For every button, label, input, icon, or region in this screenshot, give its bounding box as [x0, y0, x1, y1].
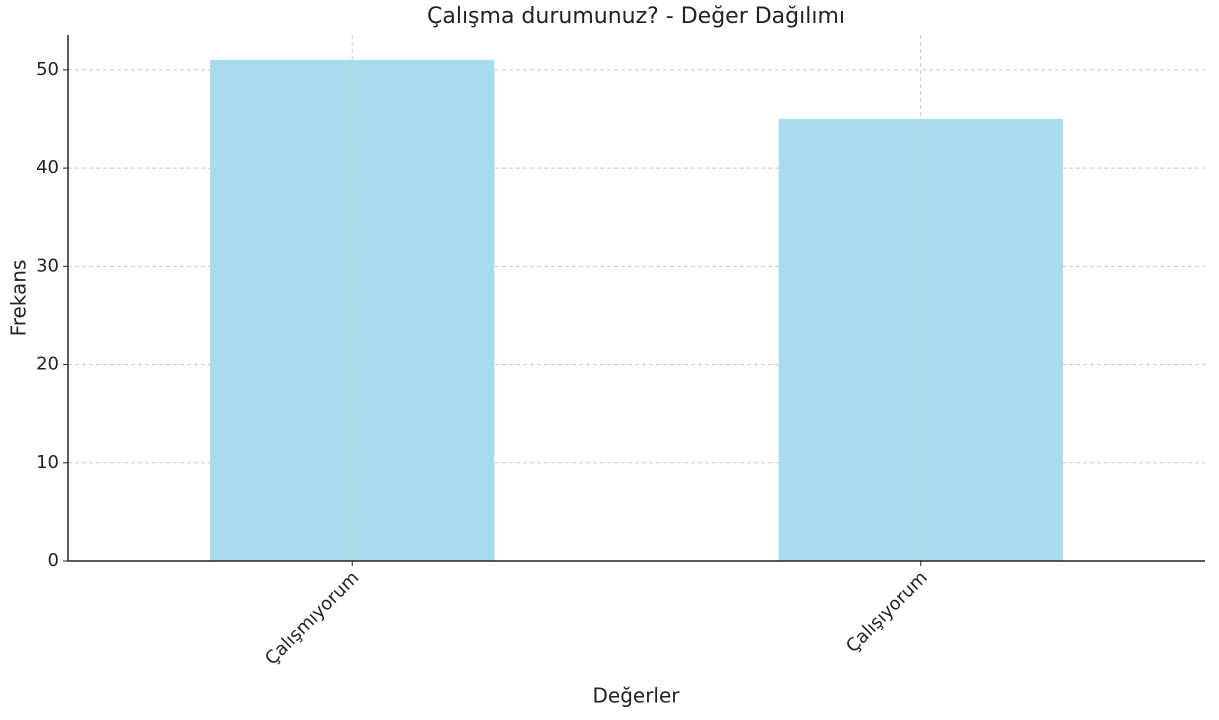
x-tick-label: Çalışmıyorum	[261, 567, 363, 669]
y-tick-label: 20	[36, 354, 59, 375]
y-axis-label: Frekans	[7, 260, 31, 337]
y-tick-label: 0	[48, 550, 59, 571]
chart-title: Çalışma durumunuz? - Değer Dağılımı	[427, 4, 845, 29]
y-tick-label: 30	[36, 255, 59, 276]
y-tick-label: 10	[36, 452, 59, 473]
y-tick-label: 40	[36, 157, 59, 178]
x-tick-label: Çalışıyorum	[842, 567, 932, 657]
x-axis-label: Değerler	[592, 684, 680, 708]
y-tick-label: 50	[36, 59, 59, 80]
